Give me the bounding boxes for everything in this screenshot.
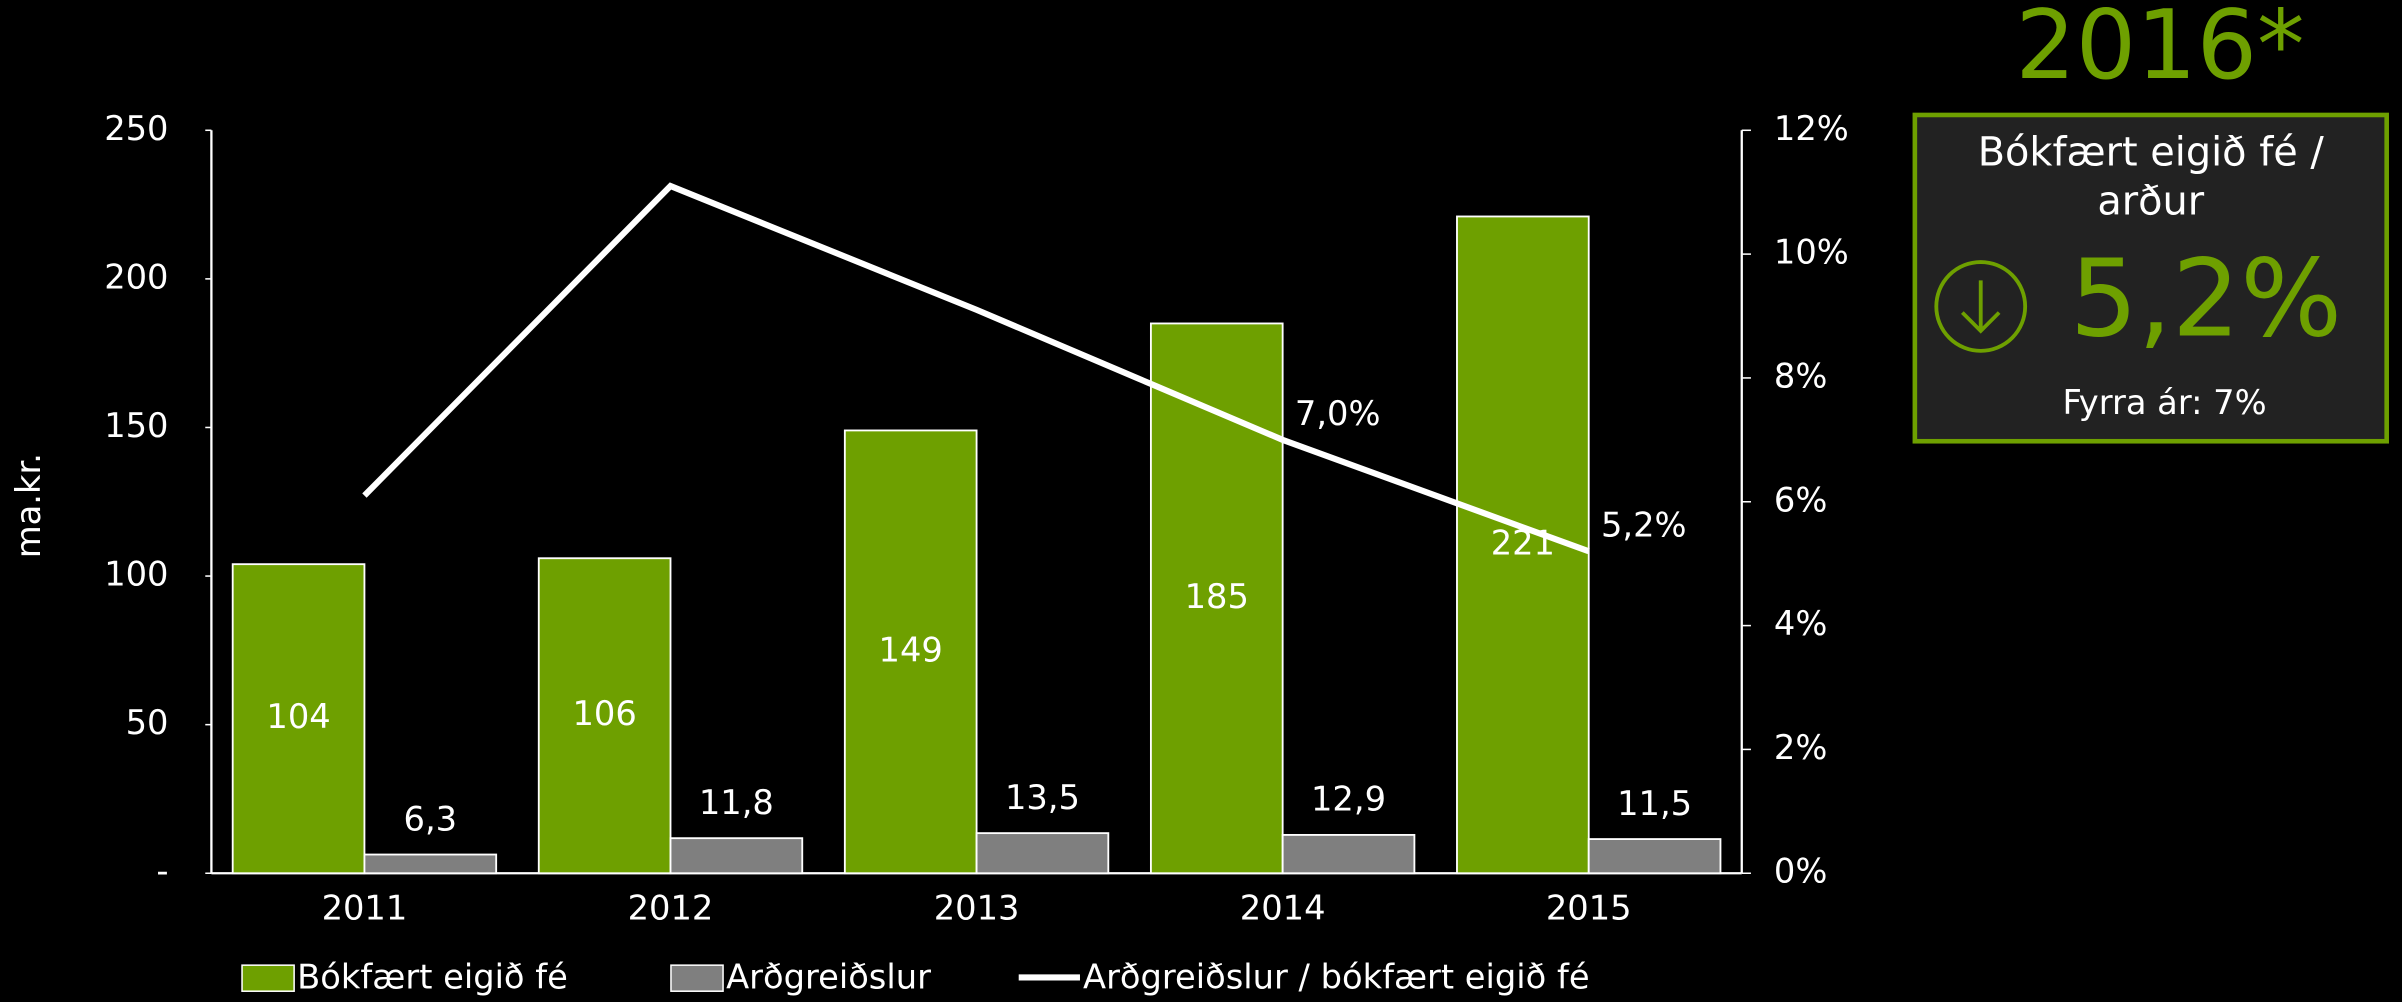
legend-swatch — [670, 964, 724, 992]
line — [362, 182, 1590, 555]
legend-label: Arðgreiðslur — [726, 957, 931, 996]
data-label: 106 — [572, 694, 636, 733]
y-tick-label: 50 — [126, 703, 169, 742]
data-label: 12,9 — [1311, 780, 1386, 819]
x-tick-label: 2012 — [628, 889, 714, 928]
y-tick-label: 200 — [104, 257, 168, 296]
bar — [975, 832, 1110, 875]
bar — [537, 557, 672, 875]
kpi-box — [1912, 112, 2389, 444]
legend-label: Bókfært eigið fé — [297, 957, 568, 996]
bar — [669, 837, 804, 875]
data-label: 185 — [1185, 577, 1249, 616]
y-tick-label: 250 — [104, 109, 168, 148]
line-label: 7,0% — [1295, 394, 1381, 433]
kpi-arrow — [1960, 280, 2001, 334]
kpi-label: Bókfært eigið fé / arður — [1977, 130, 2324, 226]
y2-tick-label: 4% — [1774, 604, 1827, 643]
y2-tick-label: 2% — [1774, 728, 1827, 767]
kpi-arrow-circle — [1934, 260, 2028, 353]
y-tick-label: 150 — [104, 406, 168, 445]
line-label: 5,2% — [1601, 505, 1687, 544]
kpi-value: 5,2% — [2070, 237, 2342, 362]
bar — [1281, 833, 1416, 875]
data-label: 13,5 — [1005, 778, 1080, 817]
x-tick-label: 2013 — [934, 889, 1020, 928]
legend-label: Arðgreiðslur / bókfært eigið fé — [1083, 957, 1590, 996]
y2-tick-label: 0% — [1774, 852, 1827, 891]
bar — [1587, 838, 1722, 875]
kpi-label-box: Bókfært eigið fé / arður — [1977, 130, 2324, 226]
x-tick-label: 2014 — [1240, 889, 1326, 928]
y-tick-label: 100 — [104, 555, 168, 594]
data-label: 6,3 — [404, 799, 458, 838]
x-tick-label: 2011 — [322, 889, 408, 928]
y2-tick-label: 12% — [1774, 109, 1849, 148]
y-axis-label: ma.kr. — [9, 453, 48, 558]
bar — [231, 563, 366, 875]
kpi-note: Fyrra ár: 7% — [2063, 383, 2267, 422]
y2-tick-label: 8% — [1774, 356, 1827, 395]
data-label: 104 — [266, 697, 330, 736]
bar — [843, 429, 978, 875]
data-label: 11,8 — [699, 783, 774, 822]
kpi-title: 2016* — [2015, 0, 2304, 101]
data-label: 11,5 — [1617, 784, 1692, 823]
x-tick-label: 2015 — [1546, 889, 1632, 928]
y2-tick-label: 10% — [1774, 233, 1849, 272]
y2-tick-label: 6% — [1774, 480, 1827, 519]
bar — [363, 853, 498, 875]
data-label: 149 — [879, 630, 943, 669]
y-tick-label: - — [156, 852, 168, 891]
legend-swatch — [241, 964, 295, 992]
